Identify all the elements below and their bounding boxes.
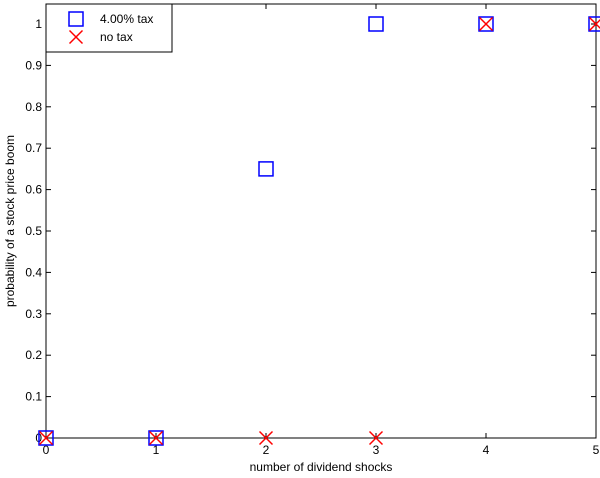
x-marker [368,430,384,446]
legend-entry-label: 4.00% tax [100,12,153,26]
x-marker-stroke [258,430,274,446]
legend-box [45,3,173,53]
x-marker [258,430,274,446]
x-marker [148,430,164,446]
x-marker [478,16,494,32]
y-tick-label: 0.3 [25,307,42,321]
x-marker [38,430,54,446]
y-tick-label: 0.2 [25,348,42,362]
legend-square-marker [68,11,84,27]
x-tick-label: 2 [263,443,270,457]
legend-entry-label: no tax [100,30,133,44]
x-marker-stroke [478,16,494,32]
data-markers [38,16,600,446]
square-marker [478,16,494,32]
x-axis-label: number of dividend shocks [250,460,393,474]
series-0 [38,16,600,446]
x-marker-stroke [588,18,600,32]
y-axis-label: probability of a stock price boom [3,135,17,307]
x-marker-stroke [148,430,164,446]
y-tick-label: 1 [35,17,42,31]
x-tick-label: 1 [153,443,160,457]
x-tick-label: 0 [43,443,50,457]
plot-area [45,3,597,439]
y-tick-label: 0.8 [25,100,42,114]
legend-x-marker [68,29,84,45]
x-marker-stroke [38,430,54,446]
x-marker [588,16,600,32]
square-marker [588,16,600,32]
square-marker [368,16,384,32]
x-tick-label: 3 [373,443,380,457]
x-marker-stroke [368,430,384,446]
y-tick-label: 0.1 [25,390,42,404]
x-marker-stroke [68,29,84,45]
series-1 [38,16,600,446]
y-tick-label: 0.6 [25,183,42,197]
square-marker [148,430,164,446]
y-tick-label: 0.4 [25,265,42,279]
y-tick-label: 0.5 [25,224,42,238]
y-tick-label: 0.7 [25,141,42,155]
square-marker [38,430,54,446]
square-marker [258,161,274,177]
x-tick-label: 4 [483,443,490,457]
x-tick-label: 5 [593,443,600,457]
y-tick-label: 0.9 [25,58,42,72]
legend: 4.00% tax no tax [45,3,173,53]
